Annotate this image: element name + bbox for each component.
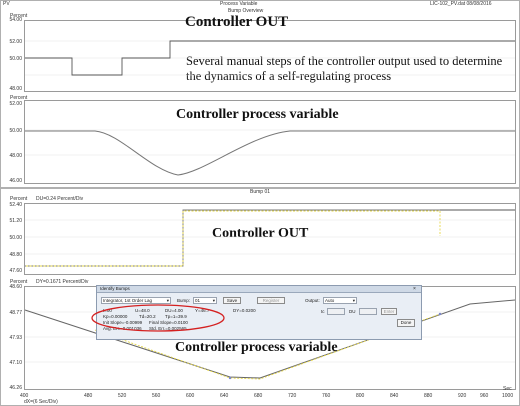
tc-field[interactable]: [327, 308, 345, 315]
result-avg-err: Avg. Err.=0.001036: [103, 326, 142, 331]
plot2-tick-3: 48.00: [9, 153, 22, 159]
result-dy: DY=0.0200: [233, 308, 256, 313]
x-tick-3: 520: [118, 393, 127, 399]
x-tick-12: 880: [424, 393, 433, 399]
identify-bumps-dialog: Identify Bumps × Integrator, 1st Order L…: [96, 285, 422, 340]
x-tick-14: 960: [480, 393, 489, 399]
plot2-tick-4: 46.00: [9, 178, 22, 184]
plot3-output-trace: [25, 209, 440, 267]
result-td: Td=20.2: [139, 314, 156, 319]
dialog-titlebar[interactable]: Identify Bumps ×: [97, 286, 421, 293]
plot1-tick-3: 50.00: [9, 56, 22, 62]
result-kp: Kp=0.00000: [103, 314, 128, 319]
x-axis-unit: Sec: [503, 386, 512, 392]
x-tick-5: 600: [186, 393, 195, 399]
x-tick-8: 720: [288, 393, 297, 399]
dc-field[interactable]: [359, 308, 377, 315]
result-du: DU=4.00: [165, 308, 183, 313]
model-select[interactable]: Integrator, 1st Order Lag ▾: [101, 297, 171, 304]
top-file-info: LIC-102_PV.dat 08/08/2016: [430, 1, 492, 7]
dc-label: DU: [349, 309, 356, 314]
x-tick-1: 400: [20, 393, 29, 399]
bump-label: Bump:: [177, 298, 191, 303]
annotation-text: Several manual steps of the controller o…: [186, 54, 503, 83]
result-final-slope: Final Slope=0.0100: [149, 320, 188, 325]
plot2-pv-trace: [25, 130, 515, 176]
dialog-title: Identify Bumps: [100, 286, 130, 291]
result-tp: Tp=1=39.9: [165, 314, 187, 319]
x-tick-7: 680: [254, 393, 263, 399]
top-window-label: PV: [3, 1, 10, 7]
top-window-title: Process Variable: [220, 1, 258, 7]
x-tick-6: 640: [220, 393, 229, 399]
plot1-tick-1: 54.00: [9, 17, 22, 23]
plot3-tick-4: 48.80: [9, 252, 22, 258]
plot3-tick-5: 47.60: [9, 268, 22, 274]
output-select-value: Auto: [325, 298, 335, 303]
x-tick-9: 760: [322, 393, 331, 399]
plot1-unit: Percent: [10, 13, 28, 19]
bottom-title: Bump 01: [250, 189, 271, 195]
plot2-unit: Percent: [10, 95, 28, 101]
done-button[interactable]: Done: [397, 319, 415, 327]
x-tick-15: 1000: [502, 393, 514, 399]
plot3-tick-2: 51.20: [9, 218, 22, 224]
plot2-tick-1: 52.00: [9, 101, 22, 107]
x-tick-10: 800: [356, 393, 365, 399]
x-tick-4: 560: [152, 393, 161, 399]
plot3-unit: Percent: [10, 196, 28, 202]
plot1-tick-4: 48.00: [9, 86, 22, 92]
model-select-value: Integrator, 1st Order Lag: [103, 298, 153, 303]
plot3-tick-3: 50.00: [9, 235, 22, 241]
plot1-heading: Controller OUT: [185, 14, 289, 30]
x-tick-11: 840: [390, 393, 399, 399]
result-std-err: Std. Err.=0.002565: [149, 326, 187, 331]
plot4-heading: Controller process variable: [175, 340, 338, 355]
result-t: t=00: [103, 308, 112, 313]
plot4-scale: DY=0.1671 Percent/Div: [36, 279, 89, 285]
plot2-tick-2: 50.00: [9, 128, 22, 134]
plot3-area: [24, 203, 516, 275]
plot1-tick-2: 52.00: [9, 39, 22, 45]
plot2-area: [24, 100, 516, 184]
plot3-scale: DU=0.24 Percent/Div: [36, 196, 84, 202]
plot4-tick-2: 48.77: [9, 310, 22, 316]
plot4-tick-4: 47.10: [9, 360, 22, 366]
plot4-tick-3: 47.93: [9, 335, 22, 341]
result-init-slope: Init Slope=-0.00999: [103, 320, 143, 325]
plot3-dashed-overlay: [26, 210, 441, 267]
result-u: U=48.0: [135, 308, 150, 313]
plot4-tick-1: 48.60: [9, 284, 22, 290]
output-select[interactable]: Auto ▾: [323, 297, 357, 304]
bump-select-value: 01: [195, 298, 201, 303]
plot1-area: [24, 20, 516, 92]
plot2-heading: Controller process variable: [176, 107, 339, 122]
register-button[interactable]: Register: [257, 297, 285, 304]
output-label: Output:: [305, 298, 320, 303]
output-chevron-icon: ▾: [352, 298, 355, 303]
plot4-model-fit: [94, 313, 441, 380]
save-button[interactable]: Save: [223, 297, 241, 304]
plot3-tick-1: 52.40: [9, 202, 22, 208]
bump-select[interactable]: 01 ▾: [193, 297, 217, 304]
result-y: Y=46.7: [195, 308, 210, 313]
x-axis-label: dX=(6 Sec/Div): [24, 399, 58, 405]
plot1-output-trace: [25, 40, 515, 76]
x-tick-2: 480: [84, 393, 93, 399]
plot4-pv-trace: [24, 299, 516, 379]
x-tick-13: 920: [458, 393, 467, 399]
plot4-tick-5: 46.26: [9, 385, 22, 391]
chevron-down-icon: ▾: [166, 298, 169, 303]
close-icon[interactable]: ×: [413, 286, 416, 292]
enter-button[interactable]: Enter: [381, 308, 397, 315]
plot4-unit: Percent: [10, 279, 28, 285]
bump-chevron-icon: ▾: [212, 298, 215, 303]
tc-label: tc: [321, 309, 325, 314]
top-subtitle: Bump Overview: [228, 8, 264, 14]
